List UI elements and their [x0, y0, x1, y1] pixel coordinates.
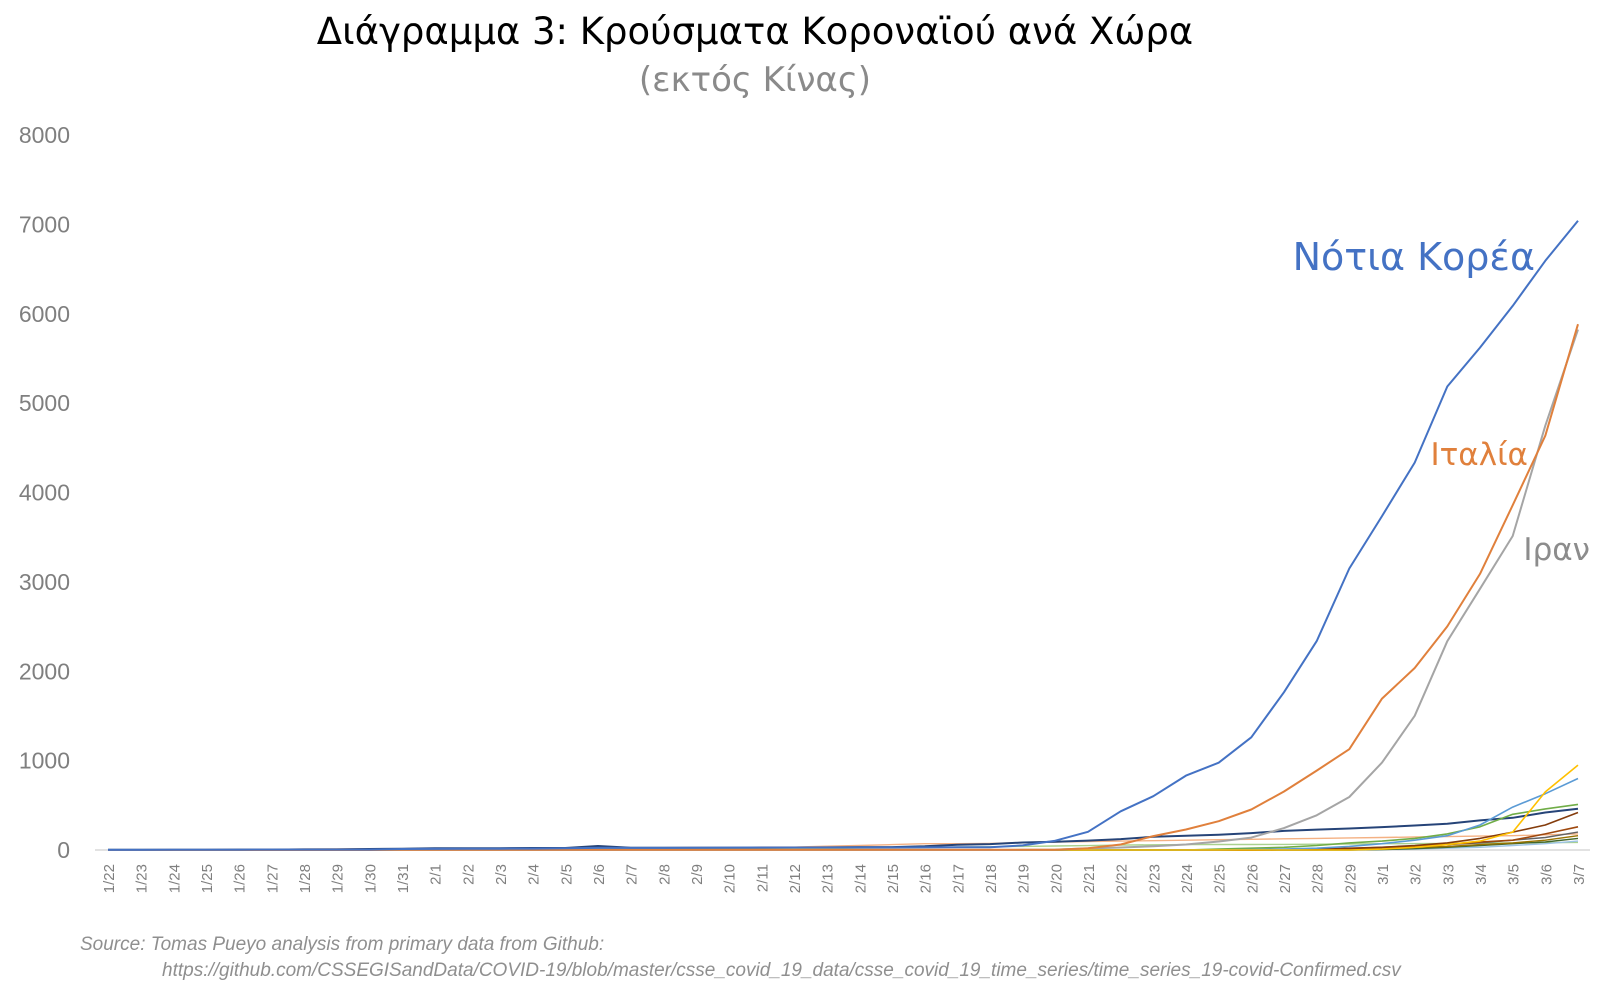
y-tick-label: 8000	[19, 122, 70, 148]
x-tick-label: 1/26	[232, 864, 249, 893]
x-tick-label: 2/8	[656, 864, 673, 885]
x-tick-label: 2/24	[1179, 864, 1196, 893]
x-tick-label: 3/1	[1375, 864, 1392, 885]
x-tick-label: 2/16	[918, 864, 935, 893]
y-tick-label: 0	[57, 837, 70, 863]
x-tick-label: 1/24	[166, 864, 183, 893]
y-tick-label: 7000	[19, 211, 70, 237]
x-tick-label: 2/1	[428, 864, 445, 885]
x-tick-label: 3/7	[1571, 864, 1588, 885]
x-tick-label: 1/30	[362, 864, 379, 893]
y-tick-label: 2000	[19, 658, 70, 684]
x-tick-label: 2/15	[885, 864, 902, 893]
x-tick-label: 2/4	[526, 864, 543, 885]
x-tick-label: 2/10	[722, 864, 739, 893]
x-tick-label: 2/18	[983, 864, 1000, 893]
x-tick-label: 2/3	[493, 864, 510, 885]
source-note: Source: Tomas Pueyo analysis from primar…	[80, 932, 1401, 984]
x-tick-label: 2/6	[591, 864, 608, 885]
x-tick-label: 2/7	[624, 864, 641, 885]
y-tick-label: 4000	[19, 480, 70, 506]
x-tick-label: 2/21	[1081, 864, 1098, 893]
x-tick-label: 1/22	[101, 864, 118, 893]
x-tick-label: 2/26	[1244, 864, 1261, 893]
x-tick-label: 2/28	[1310, 864, 1327, 893]
x-tick-label: 3/4	[1473, 864, 1490, 885]
x-tick-label: 2/14	[852, 864, 869, 893]
series-line	[108, 220, 1579, 851]
x-tick-label: 1/23	[134, 864, 151, 893]
y-tick-label: 5000	[19, 390, 70, 416]
series-annotation: Ιταλία	[1430, 437, 1528, 473]
x-tick-label: 2/12	[787, 864, 804, 893]
x-tick-label: 1/25	[199, 864, 216, 893]
y-tick-label: 3000	[19, 569, 70, 595]
source-url: https://github.com/CSSEGISandData/COVID-…	[162, 960, 1401, 981]
x-tick-label: 2/25	[1212, 864, 1229, 893]
x-tick-label: 2/13	[820, 864, 837, 893]
x-tick-label: 2/17	[950, 864, 967, 893]
x-tick-label: 3/5	[1506, 864, 1523, 885]
x-tick-label: 2/20	[1048, 864, 1065, 893]
series-line	[108, 323, 1579, 851]
series-line	[108, 329, 1579, 851]
x-tick-label: 2/11	[754, 864, 771, 892]
x-tick-label: 3/6	[1538, 864, 1555, 885]
x-tick-label: 2/5	[558, 864, 575, 885]
x-tick-label: 2/22	[1114, 864, 1131, 893]
x-tick-label: 1/31	[395, 864, 412, 893]
series-annotation: Ιραν	[1523, 532, 1590, 568]
x-tick-label: 1/28	[297, 864, 314, 893]
source-line-1: Source: Tomas Pueyo analysis from primar…	[80, 934, 605, 955]
x-tick-label: 2/23	[1146, 864, 1163, 893]
y-tick-label: 1000	[19, 748, 70, 774]
series-annotation: Νότια Κορέα	[1293, 235, 1535, 279]
x-tick-label: 2/2	[460, 864, 477, 885]
x-tick-label: 1/27	[264, 864, 281, 893]
x-tick-label: 1/29	[330, 864, 347, 893]
line-chart: 0 1000 2000 3000 4000 5000 6000 7000 8000 1/22 1/2…	[19, 122, 1590, 893]
x-tick-label: 2/19	[1016, 864, 1033, 893]
x-tick-label: 3/2	[1408, 864, 1425, 885]
x-tick-label: 2/9	[689, 864, 706, 885]
chart-title: Διάγραμμα 3: Κρούσματα Κοροναϊού ανά Χώρ…	[316, 10, 1194, 53]
y-tick-label: 6000	[19, 301, 70, 327]
x-tick-label: 2/27	[1277, 864, 1294, 893]
chart-subtitle: (εκτός Κίνας)	[638, 60, 872, 100]
x-tick-label: 3/3	[1440, 864, 1457, 885]
x-tick-label: 2/29	[1342, 864, 1359, 893]
